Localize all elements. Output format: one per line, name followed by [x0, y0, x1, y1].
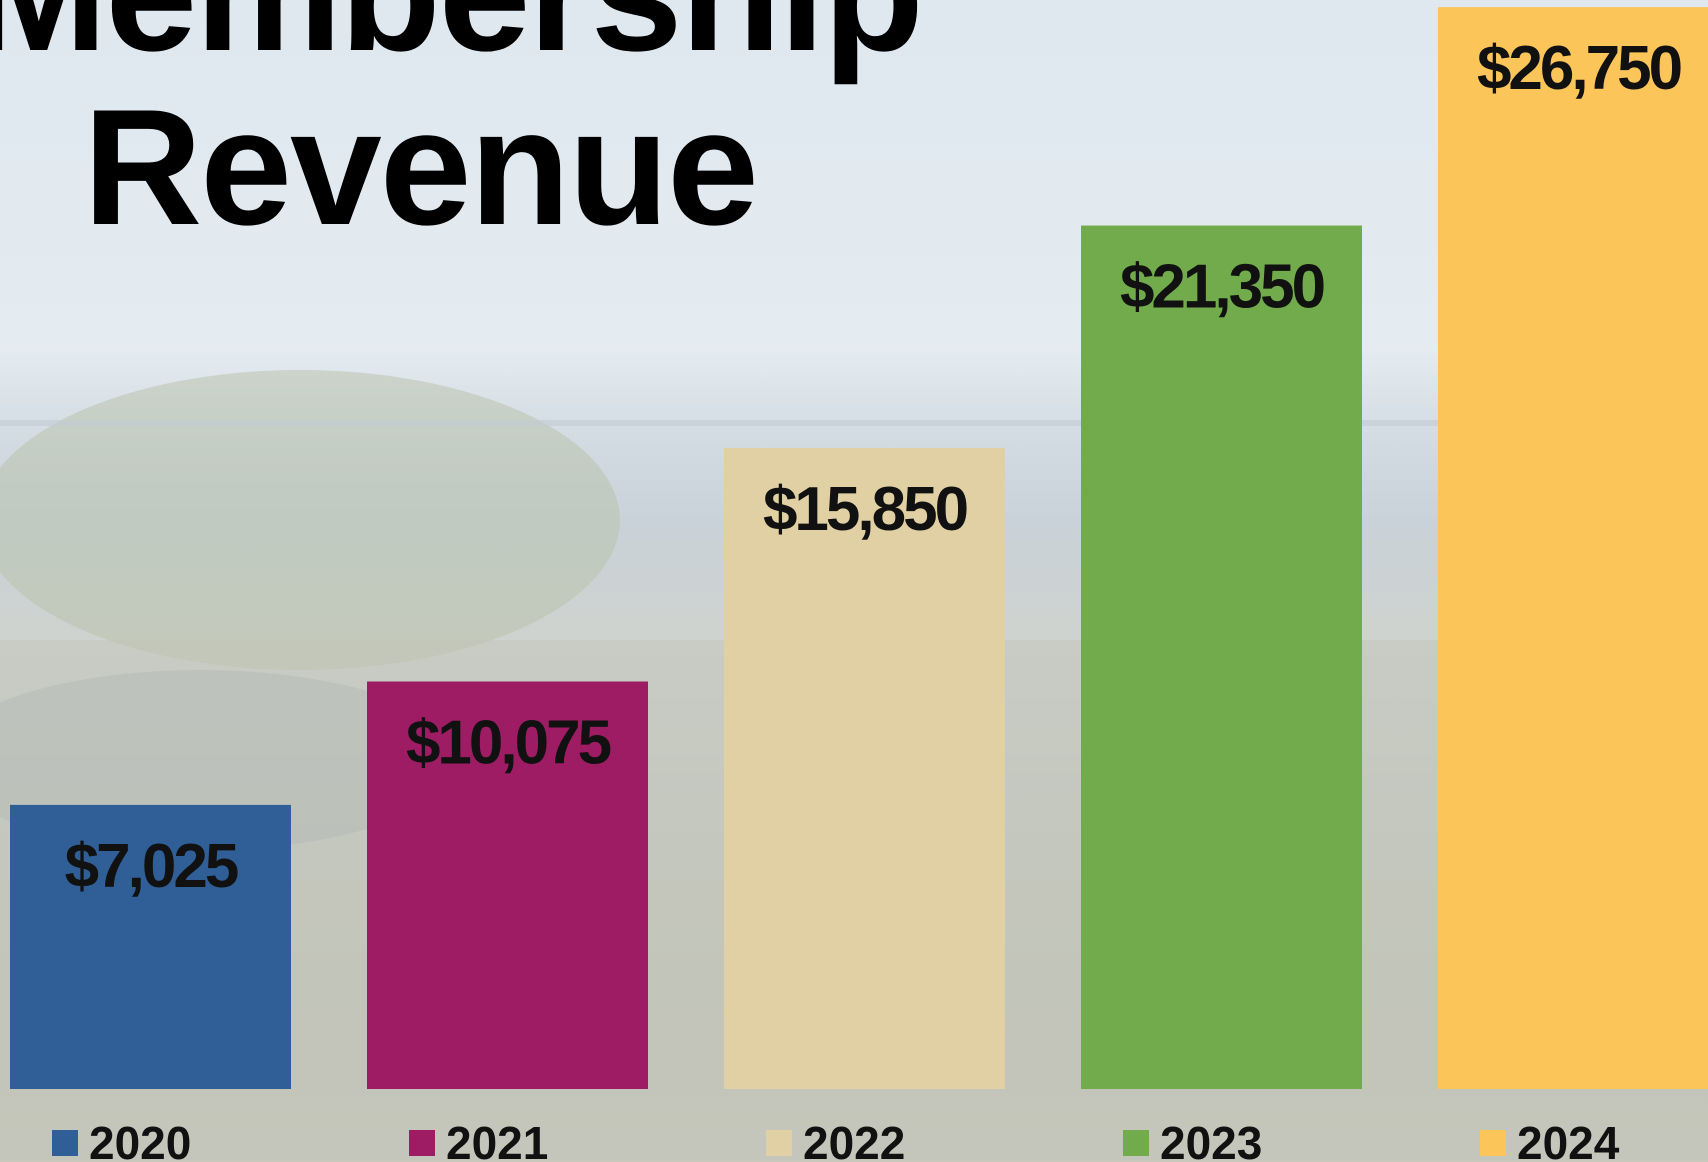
value-label: $15,850: [763, 475, 967, 544]
value-label: $10,075: [406, 709, 611, 778]
legend-swatch: [409, 1130, 435, 1156]
page: Membership Revenue $7,0252020$10,0752021…: [0, 0, 1708, 1162]
bar: [724, 448, 1005, 1089]
bar: [1438, 7, 1708, 1089]
value-label: $21,350: [1120, 253, 1324, 322]
value-label: $26,750: [1477, 34, 1681, 103]
legend-label: 2020: [89, 1117, 191, 1162]
legend-label: 2024: [1517, 1117, 1620, 1162]
legend-swatch: [766, 1130, 792, 1156]
legend-swatch: [1123, 1130, 1149, 1156]
bar: [1081, 226, 1362, 1089]
legend-label: 2022: [803, 1117, 905, 1162]
legend-swatch: [1480, 1130, 1506, 1156]
legend-label: 2021: [446, 1117, 548, 1162]
value-label: $7,025: [65, 832, 238, 901]
chart: $7,025 2020 $10,075 2021 $15,850 2022 $21,350 2…: [0, 0, 1708, 1162]
legend-swatch: [52, 1130, 78, 1156]
legend-label: 2023: [1160, 1117, 1262, 1162]
